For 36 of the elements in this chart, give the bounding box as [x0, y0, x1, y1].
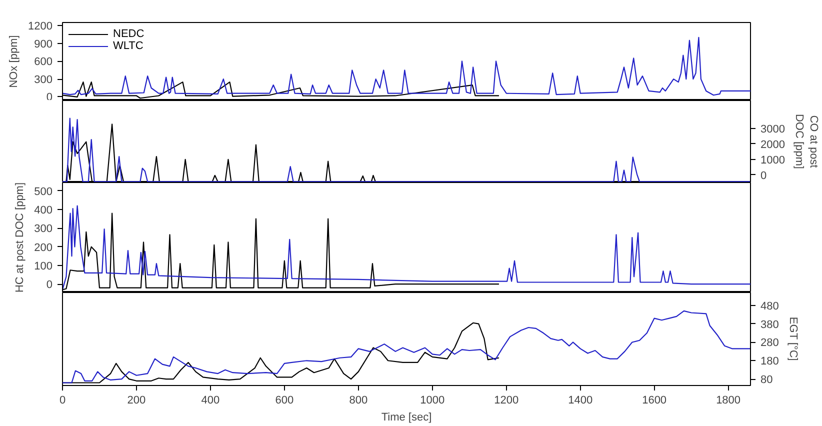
y-tick-label: 1200 — [28, 20, 53, 32]
y-tick-label: 0 — [46, 279, 53, 292]
legend-label: WLTC — [113, 40, 144, 52]
y2-tick-label: 380 — [760, 318, 779, 331]
y-tick-label: 100 — [34, 260, 53, 272]
x-axis-title: Time [sec] — [381, 412, 432, 424]
y-tick-label: 400 — [34, 204, 53, 217]
y-tick-label: 500 — [34, 186, 53, 198]
x-tick-label: 400 — [201, 394, 220, 406]
y2-tick-label: 2000 — [760, 138, 785, 151]
y2-tick-label: 480 — [760, 300, 779, 312]
y-tick-label: 600 — [34, 56, 53, 68]
x-tick-label: 1000 — [420, 394, 445, 406]
y-tick-label: 300 — [34, 223, 53, 236]
y2-tick-label: 3000 — [760, 123, 785, 136]
x-tick-label: 600 — [275, 394, 294, 406]
y2-tick-label: 180 — [760, 356, 779, 368]
y2-tick-label: 80 — [760, 374, 773, 386]
y-axis-title: NOx [ppm] — [8, 35, 20, 88]
y2-tick-label: 0 — [760, 170, 767, 182]
y2-tick-label: 1000 — [760, 154, 785, 166]
x-tick-label: 1400 — [568, 394, 593, 406]
y2-tick-label: 280 — [760, 337, 779, 350]
x-tick-label: 1600 — [642, 394, 667, 406]
y-tick-label: 900 — [34, 38, 53, 50]
x-tick-label: 1200 — [494, 394, 519, 406]
y-tick-label: 300 — [34, 74, 53, 86]
y2-axis-title: CO at post DOC [ppm] — [792, 114, 820, 170]
x-tick-label: 1800 — [716, 394, 741, 406]
y2-axis-title: EGT [°C] — [786, 316, 799, 361]
legend-label: NEDC — [113, 28, 144, 40]
y-tick-label: 200 — [34, 242, 53, 254]
x-tick-label: 200 — [127, 394, 146, 406]
x-tick-label: 0 — [59, 394, 66, 406]
x-tick-label: 800 — [349, 394, 368, 406]
y-axis-title: HC at post DOC [ppm] — [14, 182, 26, 293]
